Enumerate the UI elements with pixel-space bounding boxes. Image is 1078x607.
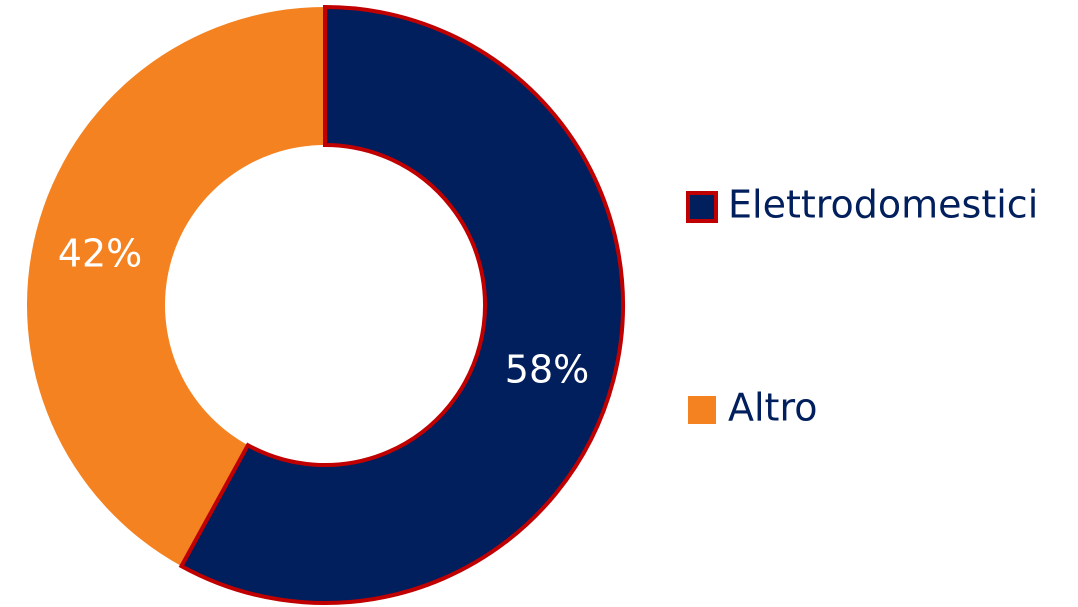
slice-elettrodomestici — [178, 4, 625, 605]
slice-labels: 58% 42% — [58, 232, 589, 392]
legend-item-elettrodomestici: Elettrodomestici — [686, 183, 1038, 227]
legend-swatch-elettrodomestici — [686, 191, 718, 223]
legend-swatch-altro — [688, 396, 716, 424]
donut-slices — [26, 4, 625, 605]
legend-label-elettrodomestici: Elettrodomestici — [728, 183, 1038, 227]
legend-item-altro: Altro — [688, 386, 818, 430]
slice-label-altro: 42% — [58, 232, 142, 276]
legend: Elettrodomestici Altro — [686, 183, 1038, 430]
legend-label-altro: Altro — [728, 386, 818, 430]
slice-altro — [26, 7, 326, 567]
slice-label-elettrodomestici: 58% — [505, 348, 589, 392]
